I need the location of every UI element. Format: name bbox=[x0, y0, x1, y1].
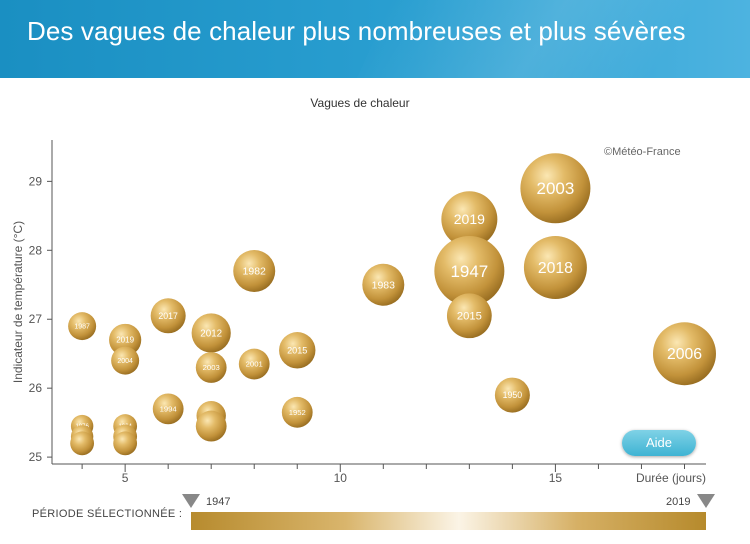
bubble-label: 1987 bbox=[74, 324, 90, 331]
bubble: 2003 bbox=[520, 153, 591, 224]
chart-axes: 25 26 27 28 29 5 10 15 Durée (jours) Indicateur d… bbox=[11, 140, 706, 485]
bubble-label: 2018 bbox=[538, 260, 573, 277]
bubble: 2018 bbox=[523, 236, 587, 300]
help-button[interactable]: Aide bbox=[622, 430, 696, 456]
y-tick-label: 29 bbox=[29, 174, 43, 188]
bubble-label: 1950 bbox=[503, 390, 523, 400]
bubble-circle bbox=[441, 191, 498, 248]
bubble-circle bbox=[195, 352, 227, 383]
bubble-label: 2001 bbox=[246, 360, 263, 369]
period-label: PÉRIODE SÉLECTIONNÉE : bbox=[32, 508, 183, 520]
bubble: 1983 bbox=[362, 263, 405, 306]
chart-title: Vagues de chaleur bbox=[310, 96, 410, 110]
bubble-circle bbox=[446, 293, 492, 339]
bubble-label: 1982 bbox=[243, 266, 267, 278]
bubble-label: 2019 bbox=[454, 211, 485, 227]
bubble-circle bbox=[652, 322, 716, 386]
bubble: 1987 bbox=[68, 312, 97, 341]
bubble: 1950 bbox=[494, 377, 530, 413]
bubble: 2019 bbox=[109, 323, 142, 357]
period-end-value: 2019 bbox=[666, 496, 691, 508]
bubble: 1952 bbox=[281, 396, 313, 428]
bubble-circle bbox=[111, 346, 140, 375]
bubble-label: 2012 bbox=[200, 328, 222, 339]
bubble-circle bbox=[70, 431, 95, 456]
bubble-label: 2003 bbox=[203, 363, 220, 372]
bubble-label: 2019 bbox=[116, 336, 134, 345]
bubble bbox=[113, 431, 138, 456]
y-tick-label: 25 bbox=[29, 450, 43, 464]
bubble bbox=[195, 410, 227, 442]
bubble: 2003 bbox=[195, 352, 227, 383]
bubble-circle bbox=[434, 235, 505, 306]
period-end-handle[interactable] bbox=[697, 494, 715, 508]
bubble-circle bbox=[195, 410, 227, 442]
period-start-handle[interactable] bbox=[182, 494, 200, 508]
bubble-label: 2004 bbox=[117, 358, 133, 365]
copyright-text: ©Météo-France bbox=[604, 146, 681, 158]
header-banner: Des vagues de chaleur plus nombreuses et… bbox=[0, 0, 750, 78]
bubble-label: 1983 bbox=[372, 279, 396, 291]
bubble: 2015 bbox=[446, 293, 492, 339]
y-tick-label: 26 bbox=[29, 381, 43, 395]
bubble: 1994 bbox=[152, 393, 184, 425]
x-axis-label: Durée (jours) bbox=[636, 471, 706, 485]
bubble-label: 1994 bbox=[160, 405, 178, 414]
bubble-circle bbox=[281, 396, 313, 428]
bubble-label: 1952 bbox=[289, 408, 306, 417]
bubble-label: 2015 bbox=[457, 311, 482, 323]
bubble-circle bbox=[279, 332, 316, 369]
bubble-circle bbox=[68, 312, 97, 341]
bubble-circle bbox=[113, 431, 138, 456]
bubble: 2006 bbox=[652, 322, 716, 386]
bubble-circle bbox=[150, 298, 186, 334]
period-slider-track[interactable] bbox=[191, 512, 706, 530]
bubble-circle bbox=[109, 323, 142, 357]
bubble: 2001 bbox=[238, 348, 270, 380]
bubble-label: 2017 bbox=[158, 311, 178, 321]
bubble-circle bbox=[523, 236, 587, 300]
bubble-circle bbox=[362, 263, 405, 306]
bubble: 2012 bbox=[191, 313, 231, 353]
bubble-circle bbox=[191, 313, 231, 353]
bubble: 1947 bbox=[434, 235, 505, 306]
bubble bbox=[70, 431, 95, 456]
x-tick-label: 5 bbox=[122, 471, 129, 485]
bubble: 2017 bbox=[150, 298, 186, 334]
bubble: 1982 bbox=[233, 249, 276, 292]
bubble-label: 2015 bbox=[287, 345, 307, 355]
bubble-label: 2003 bbox=[536, 179, 574, 198]
bubble-circle bbox=[520, 153, 591, 224]
bubble-circle bbox=[494, 377, 530, 413]
bubble-label: 1947 bbox=[450, 262, 488, 281]
bubble-circle bbox=[152, 393, 184, 425]
bubble: 2015 bbox=[279, 332, 316, 369]
bubble: 2019 bbox=[441, 191, 498, 248]
y-axis-label: Indicateur de température (°C) bbox=[11, 221, 25, 383]
chart-bubbles: 2003 2019 1947 2018 2015 1982 1983 2006 1950 1987… bbox=[68, 153, 716, 456]
bubble-label: 2006 bbox=[667, 346, 702, 363]
y-tick-label: 27 bbox=[29, 312, 43, 326]
bubble-circle bbox=[238, 348, 270, 380]
period-start-value: 1947 bbox=[206, 496, 231, 508]
bubble: 2004 bbox=[111, 346, 140, 375]
x-tick-label: 15 bbox=[549, 471, 563, 485]
bubble-circle bbox=[233, 249, 276, 292]
x-tick-label: 10 bbox=[334, 471, 348, 485]
y-tick-label: 28 bbox=[29, 243, 43, 257]
